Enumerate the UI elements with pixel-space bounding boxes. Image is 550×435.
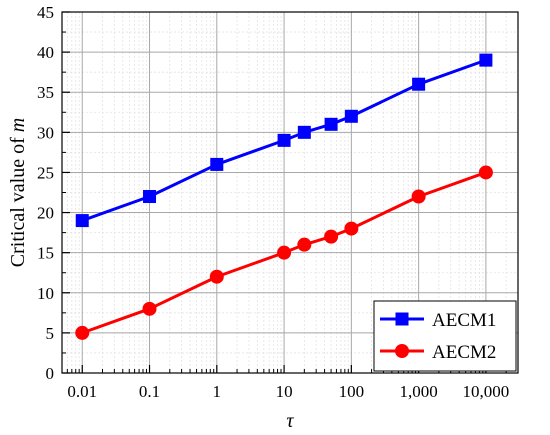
data-point-2 — [277, 245, 292, 260]
legend-marker-1 — [395, 312, 409, 326]
x-axis-label: τ — [286, 410, 294, 432]
x-tick-label: 100 — [339, 382, 365, 401]
data-point-2 — [75, 325, 90, 340]
y-tick-label: 25 — [37, 163, 54, 182]
data-point-1 — [277, 133, 291, 147]
data-point-1 — [324, 117, 338, 131]
legend-marker-2 — [395, 344, 409, 358]
y-tick-label: 0 — [46, 364, 55, 383]
data-point-1 — [412, 77, 426, 91]
y-tick-label: 10 — [37, 284, 54, 303]
data-point-2 — [297, 237, 312, 252]
x-tick-label: 10 — [276, 382, 293, 401]
y-tick-label: 15 — [37, 244, 54, 263]
legend: AECM1 AECM2 — [373, 300, 517, 372]
y-tick-label: 5 — [46, 324, 55, 343]
x-tick-label: 0.1 — [139, 382, 160, 401]
legend-label-1: AECM1 — [432, 310, 496, 331]
y-tick-label: 30 — [37, 123, 54, 142]
data-point-2 — [324, 229, 339, 244]
x-tick-label: 1,000 — [400, 382, 438, 401]
y-tick-label: 45 — [37, 3, 54, 22]
data-point-2 — [142, 301, 157, 316]
x-tick-label: 1 — [213, 382, 222, 401]
y-tick-label: 35 — [37, 83, 54, 102]
x-tick-label: 10,000 — [463, 382, 510, 401]
data-point-1 — [143, 190, 157, 204]
y-tick-label: 40 — [37, 43, 54, 62]
major-grid — [62, 12, 518, 373]
data-point-2 — [411, 189, 426, 204]
legend-label-2: AECM2 — [432, 342, 496, 363]
data-point-1 — [297, 125, 311, 139]
series-layer — [75, 53, 493, 340]
data-point-2 — [344, 221, 359, 236]
y-axis-label-prefix: Critical value of — [7, 132, 29, 267]
x-tick-label: 0.01 — [67, 382, 97, 401]
data-point-1 — [210, 157, 224, 171]
y-axis-label-var: m — [7, 118, 29, 132]
y-tick-label: 20 — [37, 204, 54, 223]
y-axis-label: Critical value of m — [7, 118, 29, 267]
data-point-2 — [478, 165, 493, 180]
data-point-1 — [479, 53, 493, 67]
ticks-layer: 0.01 0.1 1 10 100 1,000 10,000 0 5 10 15 20 25 30 35 40… — [37, 3, 509, 401]
data-point-1 — [344, 109, 358, 123]
data-point-2 — [209, 269, 224, 284]
data-point-1 — [75, 214, 89, 228]
